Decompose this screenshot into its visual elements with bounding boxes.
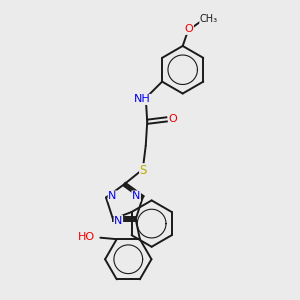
Text: O: O: [184, 24, 193, 34]
Text: NH: NH: [134, 94, 151, 104]
Text: N: N: [114, 216, 122, 226]
Text: HO: HO: [78, 232, 95, 242]
Text: CH₃: CH₃: [200, 14, 218, 24]
Text: N: N: [108, 191, 117, 201]
Text: S: S: [140, 164, 147, 177]
Text: O: O: [169, 114, 178, 124]
Text: N: N: [132, 191, 140, 201]
